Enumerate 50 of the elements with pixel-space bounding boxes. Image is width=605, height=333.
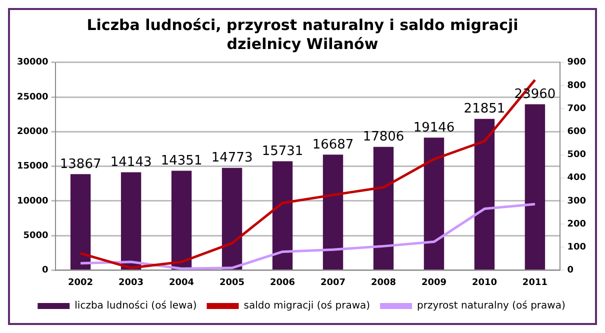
x-tick-label: 2004 [169,278,194,288]
bar [222,168,242,270]
y-tick-label: 5000 [23,230,48,241]
data-label: 19146 [413,120,455,136]
y-tick-label: 10000 [17,196,48,206]
y-tick-label: 20000 [17,127,48,138]
data-label: 13867 [60,157,102,172]
y-tick-label: 15000 [17,162,48,172]
y2-tick-label: 900 [567,58,586,68]
bar [474,118,495,270]
y2-tick-label: 300 [567,196,586,206]
legend-label: liczba ludności (oś lewa) [74,300,197,312]
y2-tick-label: 100 [567,242,586,252]
x-tick-label: 2006 [270,278,296,288]
y2-tick-label: 600 [567,127,586,138]
data-label: 14143 [110,155,152,170]
x-tick-label: 2009 [421,278,447,288]
bar [70,174,91,270]
legend-label: saldo migracji (oś prawa) [244,300,370,312]
x-tick-label: 2008 [370,278,396,288]
x-tick-label: 2011 [522,278,548,288]
data-label: 17806 [362,130,404,145]
legend-label: przyrost naturalny (oś prawa) [417,300,566,312]
y-tick-label: 0 [42,266,48,276]
y2-tick-label: 0 [567,266,574,276]
data-label: 21851 [464,102,506,117]
bar [120,172,142,270]
y2-tick-label: 800 [567,80,586,91]
x-tick-label: 2002 [68,278,94,288]
data-label: 15731 [262,144,304,160]
x-tick-label: 2003 [118,278,144,288]
x-tick-label: 2010 [472,278,498,288]
bar [171,170,192,270]
data-label: 14351 [160,154,202,169]
bar [424,138,444,270]
chart-title: Liczba ludności, przyrost naturalny i saldo migracji dzielnicy Wilanów [86,16,520,54]
y2-tick-label: 400 [567,173,586,184]
data-label: 16687 [312,137,354,152]
y2-tick-label: 200 [567,219,586,230]
bar [272,161,293,270]
data-label: 14773 [211,150,253,166]
bar [322,154,344,270]
y-tick-label: 30000 [17,58,48,68]
x-tick-label: 2005 [219,278,245,288]
y2-tick-label: 700 [567,104,586,114]
x-tick-label: 2007 [320,278,346,288]
y-tick-label: 25000 [17,92,48,102]
bar [524,104,546,270]
bar [373,146,394,270]
y2-tick-label: 500 [567,150,586,160]
